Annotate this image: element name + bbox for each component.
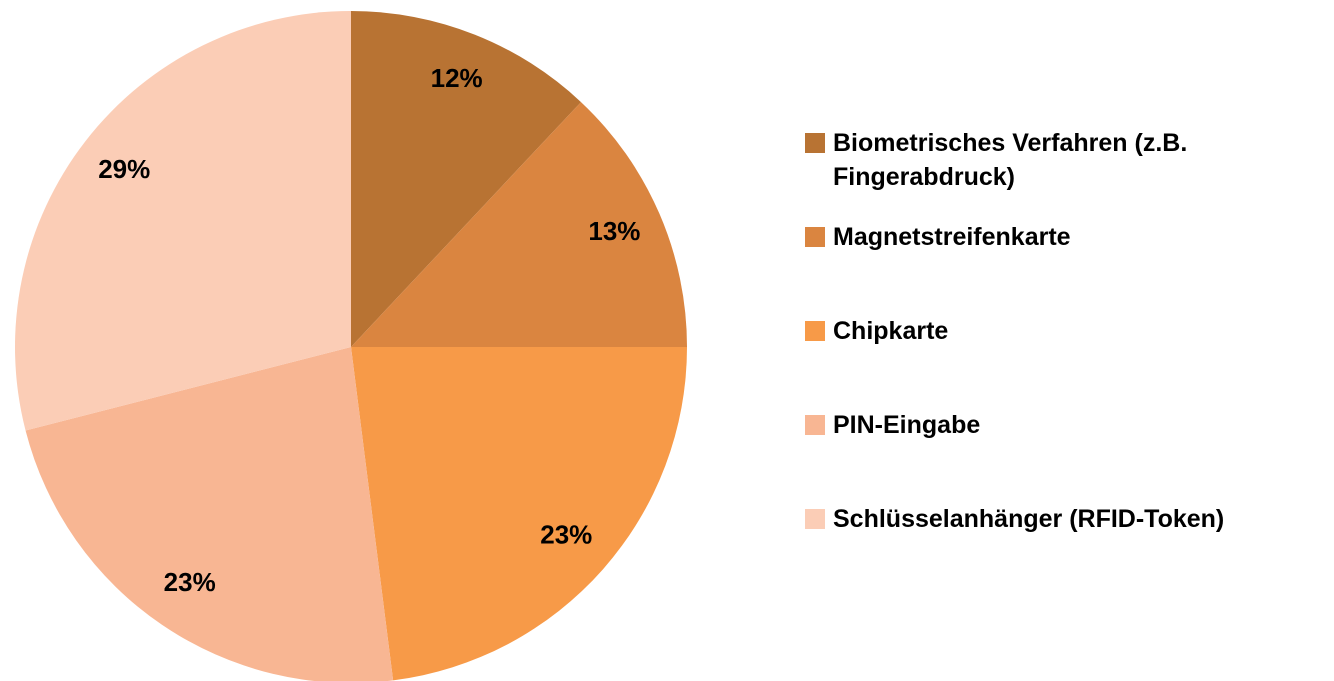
data-label: 29% [98, 154, 150, 184]
legend-label: Magnetstreifenkarte [833, 223, 1071, 251]
legend-label: Schlüsselanhänger (RFID-Token) [833, 505, 1225, 533]
legend-label: PIN-Eingabe [833, 411, 981, 439]
legend-swatch [805, 509, 825, 529]
legend-item: Schlüsselanhänger (RFID-Token) [805, 502, 1330, 536]
data-label: 13% [588, 216, 640, 246]
legend-swatch [805, 321, 825, 341]
legend-item: Magnetstreifenkarte [805, 220, 1330, 254]
data-label: 12% [431, 63, 483, 93]
legend-label: Biometrisches Verfahren (z.B. Fingerabdr… [833, 129, 1188, 191]
data-label: 23% [164, 567, 216, 597]
pie-slice [351, 11, 582, 347]
pie-slice [351, 102, 687, 347]
legend-item: Biometrisches Verfahren (z.B. Fingerabdr… [805, 126, 1330, 194]
pie-slice [351, 347, 687, 681]
legend-swatch [805, 227, 825, 247]
pie-slice [25, 347, 394, 681]
legend-item: Chipkarte [805, 314, 1330, 348]
legend-swatch [805, 133, 825, 153]
legend-swatch [805, 415, 825, 435]
pie-slice [14, 11, 352, 431]
legend-label: Chipkarte [833, 317, 949, 345]
data-label: 23% [540, 520, 592, 550]
legend-item: PIN-Eingabe [805, 408, 1330, 442]
